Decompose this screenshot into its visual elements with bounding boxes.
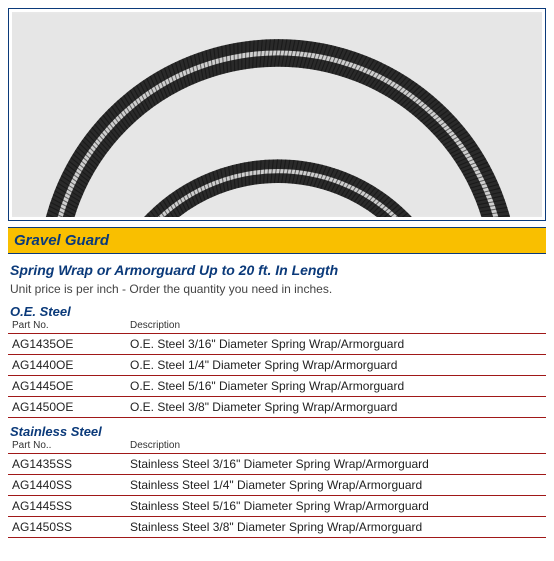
table-row: AG1440OEO.E. Steel 1/4" Diameter Spring … — [8, 355, 546, 376]
cell-description: Stainless Steel 1/4" Diameter Spring Wra… — [126, 475, 546, 496]
group-heading: Stainless Steel — [8, 422, 546, 439]
table-row: AG1450OEO.E. Steel 3/8" Diameter Spring … — [8, 397, 546, 418]
section-title-bar: Gravel Guard — [8, 227, 546, 254]
table-row: AG1450SSStainless Steel 3/8" Diameter Sp… — [8, 517, 546, 538]
table-row: AG1435SSStainless Steel 3/16" Diameter S… — [8, 454, 546, 475]
cell-description: O.E. Steel 1/4" Diameter Spring Wrap/Arm… — [126, 355, 546, 376]
col-header-part-no: Part No.. — [8, 439, 126, 454]
pricing-note: Unit price is per inch - Order the quant… — [8, 282, 546, 302]
group-heading: O.E. Steel — [8, 302, 546, 319]
cell-description: Stainless Steel 3/8" Diameter Spring Wra… — [126, 517, 546, 538]
table-row: AG1445SSStainless Steel 5/16" Diameter S… — [8, 496, 546, 517]
cell-part-no: AG1450OE — [8, 397, 126, 418]
cell-part-no: AG1435OE — [8, 334, 126, 355]
cell-description: O.E. Steel 3/16" Diameter Spring Wrap/Ar… — [126, 334, 546, 355]
col-header-description: Description — [126, 439, 546, 454]
col-header-description: Description — [126, 319, 546, 334]
cell-description: Stainless Steel 3/16" Diameter Spring Wr… — [126, 454, 546, 475]
cell-description: Stainless Steel 5/16" Diameter Spring Wr… — [126, 496, 546, 517]
cell-description: O.E. Steel 5/16" Diameter Spring Wrap/Ar… — [126, 376, 546, 397]
parts-table: Part No.DescriptionAG1435OEO.E. Steel 3/… — [8, 319, 546, 418]
cell-part-no: AG1440SS — [8, 475, 126, 496]
cell-part-no: AG1445SS — [8, 496, 126, 517]
parts-table: Part No..DescriptionAG1435SSStainless St… — [8, 439, 546, 538]
cell-part-no: AG1445OE — [8, 376, 126, 397]
cell-part-no: AG1440OE — [8, 355, 126, 376]
product-photo-frame — [8, 8, 546, 221]
cell-part-no: AG1450SS — [8, 517, 126, 538]
table-row: AG1435OEO.E. Steel 3/16" Diameter Spring… — [8, 334, 546, 355]
col-header-part-no: Part No. — [8, 319, 126, 334]
section-subtitle: Spring Wrap or Armorguard Up to 20 ft. I… — [8, 260, 546, 282]
product-photo — [12, 12, 542, 217]
cell-part-no: AG1435SS — [8, 454, 126, 475]
cell-description: O.E. Steel 3/8" Diameter Spring Wrap/Arm… — [126, 397, 546, 418]
product-section: Stainless SteelPart No..DescriptionAG143… — [8, 422, 546, 538]
product-section: O.E. SteelPart No.DescriptionAG1435OEO.E… — [8, 302, 546, 418]
table-row: AG1440SSStainless Steel 1/4" Diameter Sp… — [8, 475, 546, 496]
table-row: AG1445OEO.E. Steel 5/16" Diameter Spring… — [8, 376, 546, 397]
spring-coil-illustration — [12, 12, 542, 217]
